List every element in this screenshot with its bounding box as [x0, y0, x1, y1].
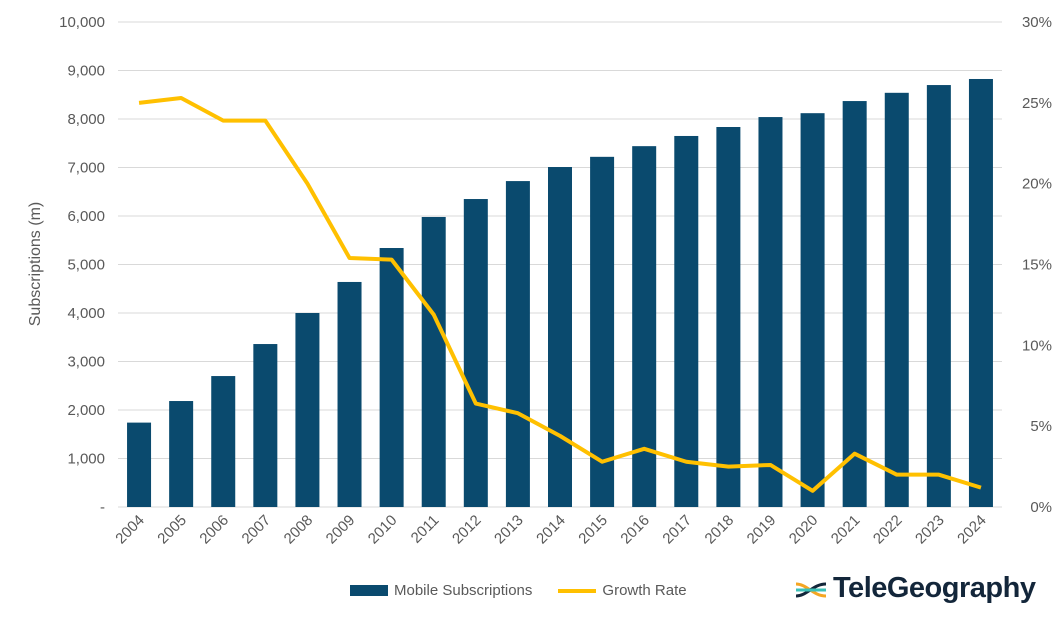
- x-tick-label: 2007: [239, 512, 275, 548]
- y-tick-label: 4,000: [67, 305, 105, 322]
- logo-mark-icon: [795, 582, 827, 597]
- bar: [169, 401, 194, 507]
- x-tick-label: 2016: [617, 512, 653, 548]
- x-tick-label: 2006: [196, 512, 232, 548]
- bar: [758, 117, 783, 507]
- bar: [716, 127, 741, 507]
- legend-label-growth: Growth Rate: [602, 582, 687, 599]
- bar: [505, 181, 530, 507]
- bar: [800, 113, 825, 508]
- x-tick-label: 2008: [281, 512, 317, 548]
- y-tick-label: 2,000: [67, 402, 105, 419]
- bar: [379, 248, 404, 507]
- x-tick-label: 2011: [408, 512, 443, 547]
- y-tick-label: 3,000: [67, 354, 105, 371]
- x-tick-label: 2023: [912, 512, 948, 548]
- y-tick-label: -: [100, 499, 105, 516]
- y2-tick-label: 0%: [1030, 499, 1052, 516]
- bar: [926, 85, 951, 508]
- x-tick-label: 2024: [954, 512, 990, 548]
- x-tick-label: 2021: [828, 512, 864, 548]
- x-tick-label: 2020: [786, 512, 822, 548]
- legend: Mobile Subscriptions Growth Rate: [350, 582, 687, 599]
- y2-tick-label: 15%: [1022, 257, 1052, 274]
- logo-text: TeleGeography: [833, 572, 1036, 604]
- telegeography-logo: TeleGeography: [795, 572, 1036, 605]
- bar: [253, 344, 278, 507]
- x-tick-label: 2019: [744, 512, 780, 548]
- bar: [674, 135, 699, 507]
- x-tick-label: 2018: [702, 512, 738, 548]
- y2-tick-label: 10%: [1022, 337, 1052, 354]
- y-tick-label: 1,000: [67, 451, 105, 468]
- y-tick-label: 8,000: [67, 111, 105, 128]
- y-axis-label: Subscriptions (m): [27, 202, 44, 326]
- y2-tick-label: 30%: [1022, 14, 1052, 31]
- y-tick-label: 9,000: [67, 63, 105, 80]
- x-tick-label: 2014: [533, 512, 569, 548]
- x-tick-label: 2013: [491, 512, 527, 548]
- y2-tick-label: 5%: [1030, 418, 1052, 435]
- y2-tick-label: 20%: [1022, 176, 1052, 193]
- x-tick-label: 2009: [323, 512, 359, 548]
- bar: [590, 156, 615, 507]
- legend-swatch-line: [558, 588, 597, 593]
- y-tick-label: 10,000: [59, 14, 105, 31]
- bar: [421, 216, 446, 507]
- x-tick-label: 2022: [870, 512, 906, 548]
- bar: [842, 101, 867, 508]
- x-tick-label: 2010: [365, 512, 401, 548]
- bar: [968, 78, 993, 508]
- x-tick-label: 2017: [659, 512, 695, 548]
- bar: [127, 422, 152, 507]
- x-tick-label: 2004: [112, 512, 148, 548]
- bar: [337, 281, 362, 507]
- x-tick-label: 2012: [449, 512, 485, 548]
- bar: [463, 199, 488, 507]
- y2-tick-label: 25%: [1022, 95, 1052, 112]
- x-tick-label: 2015: [575, 512, 611, 548]
- y-tick-label: 7,000: [67, 160, 105, 177]
- legend-label-subscriptions: Mobile Subscriptions: [394, 582, 533, 599]
- y-tick-label: 6,000: [67, 208, 105, 225]
- bar: [295, 313, 320, 507]
- y-tick-label: 5,000: [67, 257, 105, 274]
- legend-swatch-bar: [350, 585, 388, 596]
- bar: [884, 92, 909, 507]
- bar: [548, 167, 572, 507]
- bar: [211, 376, 236, 507]
- x-tick-label: 2005: [154, 512, 190, 548]
